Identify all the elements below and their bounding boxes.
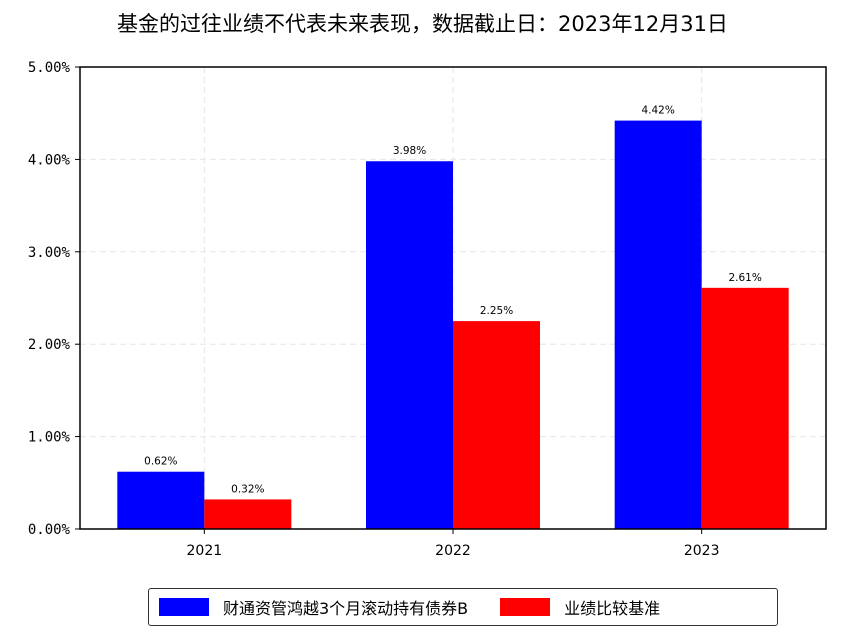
legend-label-benchmark: 业绩比较基准: [564, 599, 661, 618]
data-label: 4.42%: [641, 105, 674, 117]
y-tick-label: 3.00%: [28, 245, 71, 261]
y-tick-label: 1.00%: [28, 430, 71, 446]
data-labels-layer: 0.62% 3.98% 4.42% 0.32% 2.25% 2.61%: [144, 105, 762, 496]
bar-benchmark: [701, 287, 789, 529]
bar-fund: [614, 120, 702, 529]
bar-benchmark: [204, 499, 292, 529]
bar-fund: [366, 161, 453, 530]
data-label: 2.25%: [480, 305, 513, 317]
y-tick-label: 5.00%: [28, 60, 71, 76]
legend-label-fund: 财通资管鸿越3个月滚动持有债券B: [223, 599, 469, 618]
plot-frame: [79, 66, 827, 530]
bar-benchmark: [453, 321, 540, 529]
legend-swatch-benchmark: [500, 598, 551, 616]
legend-swatch-fund: [159, 598, 209, 616]
data-label: 0.62%: [144, 456, 177, 468]
bars-layer: [117, 120, 789, 530]
y-tick-label: 0.00%: [28, 522, 71, 538]
legend: 财通资管鸿越3个月滚动持有债券B 业绩比较基准: [148, 588, 778, 626]
data-label: 3.98%: [393, 145, 426, 157]
bar-fund: [117, 471, 205, 529]
axis-layer: 0.00% 1.00% 2.00% 3.00% 4.00% 5.00% 2021 2022 20…: [28, 60, 827, 559]
legend-item-fund: 财通资管鸿越3个月滚动持有债券B: [159, 595, 468, 619]
data-label: 0.32%: [231, 483, 264, 495]
legend-item-benchmark: 业绩比较基准: [500, 595, 660, 619]
y-tick-label: 2.00%: [28, 337, 71, 353]
x-tick-label: 2023: [684, 543, 720, 559]
chart-title: 基金的过往业绩不代表未来表现，数据截止日：2023年12月31日: [117, 12, 728, 36]
x-tick-label: 2022: [435, 543, 471, 559]
data-label: 2.61%: [728, 272, 761, 284]
y-tick-label: 4.00%: [28, 152, 71, 168]
x-tick-label: 2021: [187, 543, 223, 559]
